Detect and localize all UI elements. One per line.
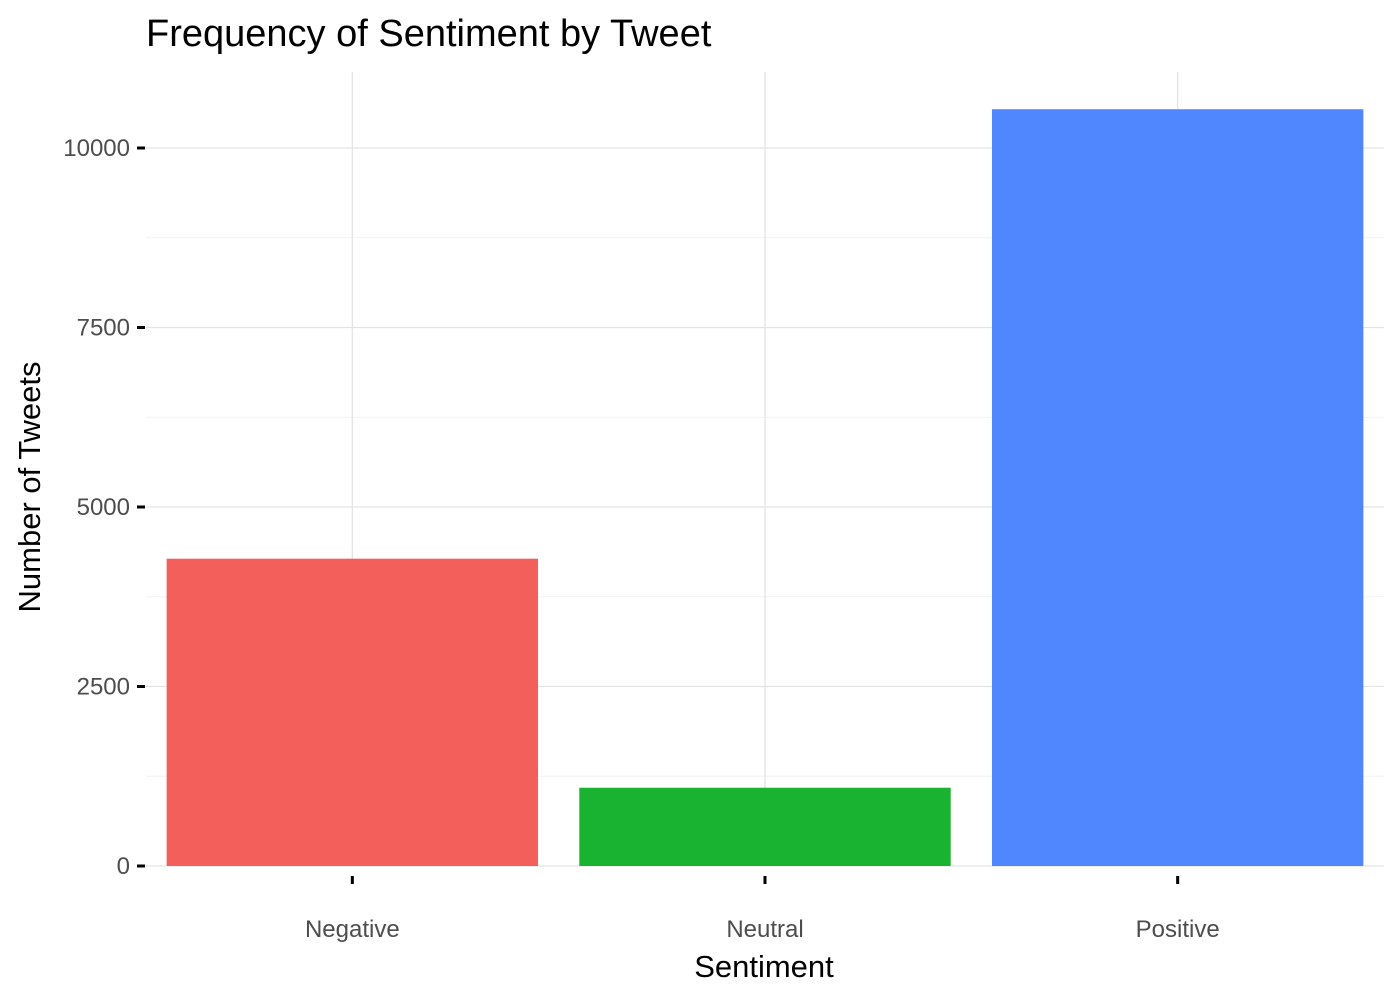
y-axis: 0 2500 5000 7500 10000 — [63, 135, 145, 880]
x-tick-label: Positive — [1136, 916, 1220, 943]
chart-title: Frequency of Sentiment by Tweet — [146, 13, 712, 55]
y-tick-label: 7500 — [77, 315, 130, 342]
bars — [166, 109, 1364, 866]
bar-positive — [991, 109, 1364, 866]
bar-neutral — [579, 787, 951, 866]
y-tick-label: 5000 — [77, 494, 130, 521]
y-axis-title: Number of Tweets — [12, 362, 47, 613]
x-tick-label: Negative — [305, 916, 400, 943]
y-tick-label: 10000 — [63, 135, 130, 162]
y-tick-label: 2500 — [77, 674, 130, 701]
x-tick-label: Neutral — [726, 916, 803, 943]
x-axis: Negative Neutral Positive — [305, 876, 1220, 943]
bar-negative — [166, 558, 539, 866]
y-tick-label: 0 — [117, 853, 130, 880]
x-axis-title: Sentiment — [694, 949, 834, 984]
